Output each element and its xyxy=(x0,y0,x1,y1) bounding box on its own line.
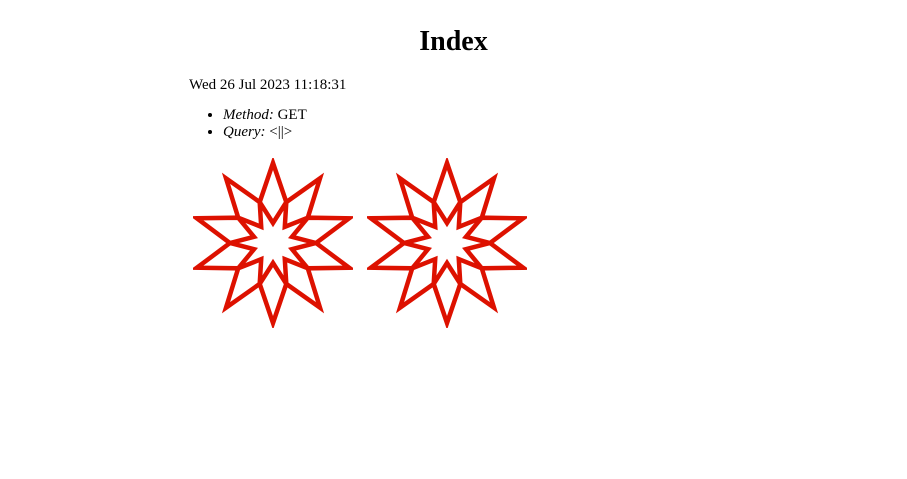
date-text: Wed 26 Jul 2023 11:18:31 xyxy=(189,77,347,93)
logo-row xyxy=(193,158,527,328)
query-label: Query: xyxy=(223,124,266,140)
wolfram-spikey-icon xyxy=(193,158,353,328)
list-item-query: Query: <||> xyxy=(223,124,307,141)
wolfram-spikey-icon xyxy=(367,158,527,328)
list-item-method: Method: GET xyxy=(223,107,307,124)
method-label: Method: xyxy=(223,107,274,123)
query-value: <||> xyxy=(269,124,293,140)
method-value: GET xyxy=(277,107,307,123)
request-info-list: Method: GET Query: <||> xyxy=(189,107,307,141)
page-title: Index xyxy=(419,26,488,57)
